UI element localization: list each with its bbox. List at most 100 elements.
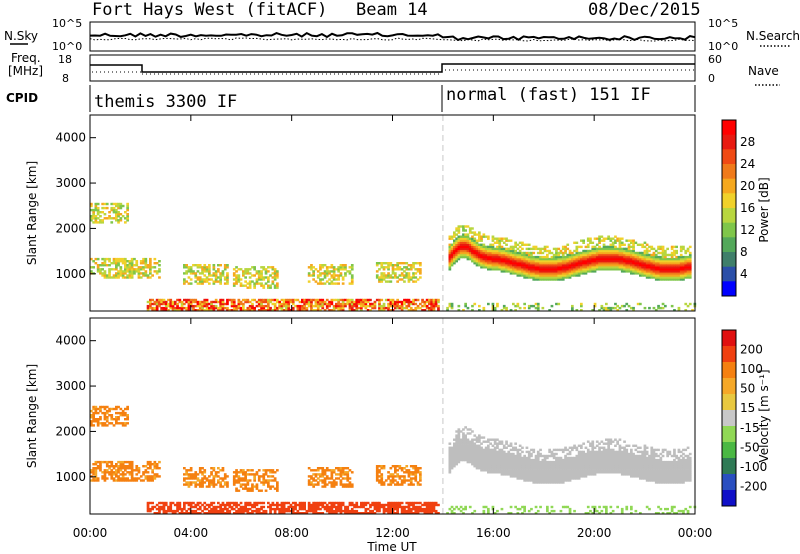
heatmap-cell — [201, 309, 204, 312]
heatmap-cell — [121, 422, 125, 425]
heatmap-cell — [325, 304, 329, 308]
heatmap-cell — [115, 257, 118, 261]
heatmap-cell — [144, 274, 148, 277]
heatmap-cell — [607, 249, 610, 253]
heatmap-cell — [523, 454, 526, 458]
heatmap-cell — [602, 239, 606, 242]
heatmap-cell — [287, 507, 291, 511]
heatmap-cell — [527, 454, 531, 458]
heatmap-cell — [532, 255, 536, 259]
heatmap-cell — [341, 264, 345, 267]
heatmap-cell — [557, 268, 561, 271]
heatmap-cell — [521, 458, 524, 462]
heatmap-cell — [657, 262, 660, 265]
heatmap-cell — [105, 460, 109, 464]
heatmap-cell — [348, 282, 352, 285]
heatmap-cell — [90, 424, 93, 427]
heatmap-cell — [664, 276, 667, 279]
heatmap-cell — [484, 446, 488, 449]
heatmap-cell — [414, 262, 418, 265]
heatmap-cell — [273, 512, 277, 515]
heatmap-cell — [403, 298, 406, 302]
heatmap-cell — [645, 270, 649, 273]
heatmap-cell — [409, 309, 413, 312]
heatmap-cell — [405, 298, 409, 302]
heatmap-cell — [496, 446, 499, 449]
heatmap-cell — [453, 448, 456, 452]
heatmap-cell — [276, 487, 279, 490]
heatmap-cell — [137, 274, 141, 277]
heatmap-cell — [620, 264, 624, 267]
heatmap-cell — [518, 469, 522, 472]
heatmap-cell — [278, 306, 281, 310]
heatmap-cell — [607, 245, 610, 249]
heatmap-cell — [468, 243, 472, 246]
heatmap-cell — [534, 456, 538, 460]
heatmap-cell — [493, 237, 497, 240]
heatmap-cell — [405, 274, 409, 277]
heatmap-cell — [294, 503, 297, 507]
heatmap-cell — [509, 247, 513, 251]
heatmap-cell — [448, 262, 452, 265]
heatmap-cell — [505, 460, 508, 464]
heatmap-cell — [568, 249, 572, 253]
heatmap-cell — [310, 507, 313, 511]
heatmap-cell — [493, 450, 497, 454]
heatmap-cell — [153, 270, 157, 273]
heatmap-cell — [664, 257, 667, 261]
heatmap-cell — [214, 475, 218, 478]
heatmap-cell — [219, 280, 222, 283]
heatmap-cell — [498, 465, 502, 468]
heatmap-cell — [192, 300, 195, 304]
heatmap-cell — [546, 274, 549, 277]
heatmap-cell — [260, 512, 263, 515]
heatmap-cell — [257, 272, 261, 275]
heatmap-cell — [468, 251, 472, 255]
heatmap-cell — [203, 300, 207, 304]
heatmap-cell — [530, 257, 533, 261]
heatmap-cell — [548, 450, 551, 454]
heatmap-cell — [105, 276, 109, 279]
heatmap-cell — [430, 505, 433, 509]
heatmap-cell — [652, 266, 656, 269]
heatmap-cell — [337, 270, 340, 273]
heatmap-cell — [502, 247, 506, 251]
heatmap-cell — [121, 272, 125, 275]
heatmap-cell — [212, 507, 216, 511]
heatmap-cell — [366, 298, 370, 302]
heatmap-cell — [471, 243, 474, 246]
heatmap-cell — [217, 270, 220, 273]
heatmap-cell — [464, 507, 467, 511]
heatmap-cell — [455, 239, 458, 242]
heatmap-cell — [543, 465, 547, 468]
heatmap-cell — [623, 260, 626, 263]
heatmap-cell — [380, 304, 384, 308]
heatmap-cell — [303, 300, 306, 304]
heatmap-cell — [267, 300, 270, 304]
heatmap-cell — [457, 442, 461, 445]
heatmap-cell — [448, 467, 452, 470]
heatmap-cell — [530, 255, 533, 259]
heatmap-cell — [575, 270, 579, 273]
heatmap-cell — [301, 304, 304, 308]
heatmap-cell — [643, 249, 647, 253]
heatmap-cell — [541, 475, 545, 478]
heatmap-cell — [337, 268, 340, 271]
heatmap-cell — [527, 460, 531, 464]
heatmap-cell — [648, 268, 651, 271]
heatmap-cell — [239, 309, 243, 312]
heatmap-cell — [164, 302, 168, 306]
heatmap-cell — [491, 438, 495, 441]
heatmap-cell — [650, 247, 654, 251]
heatmap-cell — [548, 473, 551, 476]
heatmap-cell — [260, 266, 263, 269]
heatmap-cell — [405, 501, 409, 505]
heatmap-cell — [310, 469, 313, 472]
heatmap-cell — [414, 469, 418, 472]
heatmap-cell — [686, 266, 690, 269]
heatmap-cell — [641, 272, 644, 275]
heatmap-cell — [251, 487, 254, 490]
heatmap-cell — [468, 241, 472, 244]
heatmap-cell — [130, 274, 134, 277]
heatmap-cell — [169, 507, 173, 511]
